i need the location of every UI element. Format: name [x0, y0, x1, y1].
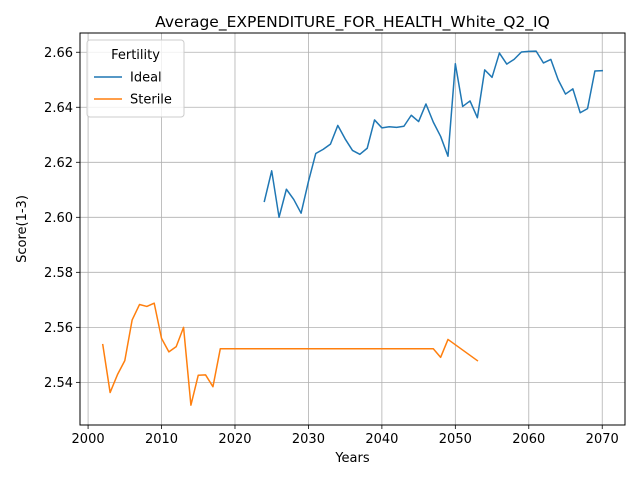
y-tick-label: 2.58	[44, 266, 73, 281]
legend-title: Fertility	[111, 48, 160, 63]
y-tick-label: 2.54	[44, 376, 73, 391]
y-tick-label: 2.60	[44, 211, 73, 226]
x-tick-label: 2010	[145, 432, 178, 447]
legend-box	[86, 39, 185, 118]
legend-label-sterile: Sterile	[130, 93, 172, 108]
legend: Fertility Ideal Sterile	[86, 39, 185, 118]
x-axis: 2000 2010 2020 2030 2040 2050 2060 2070	[72, 425, 619, 447]
x-tick-label: 2050	[439, 432, 472, 447]
series-line-sterile	[101, 302, 479, 406]
x-tick-label: 2030	[292, 432, 325, 447]
series-line-ideal	[263, 50, 604, 219]
plot-frame	[79, 32, 626, 426]
y-tick-label: 2.56	[44, 321, 73, 336]
x-tick-label: 2040	[365, 432, 398, 447]
x-tick-label: 2000	[72, 432, 105, 447]
x-tick-label: 2020	[218, 432, 251, 447]
chart-title: Average_EXPENDITURE_FOR_HEALTH_White_Q2_…	[155, 13, 550, 32]
y-tick-label: 2.64	[44, 101, 73, 116]
x-tick-label: 2070	[586, 432, 619, 447]
y-axis-label: Score(1-3)	[15, 195, 30, 263]
x-tick-label: 2060	[512, 432, 545, 447]
series-lines	[101, 50, 604, 406]
y-axis: 2.54 2.56 2.58 2.60 2.62 2.64 2.66	[44, 46, 80, 391]
grid	[80, 33, 625, 425]
x-axis-label: Years	[334, 451, 370, 466]
y-tick-label: 2.62	[44, 156, 73, 171]
y-tick-label: 2.66	[44, 46, 73, 61]
legend-label-ideal: Ideal	[130, 71, 162, 86]
